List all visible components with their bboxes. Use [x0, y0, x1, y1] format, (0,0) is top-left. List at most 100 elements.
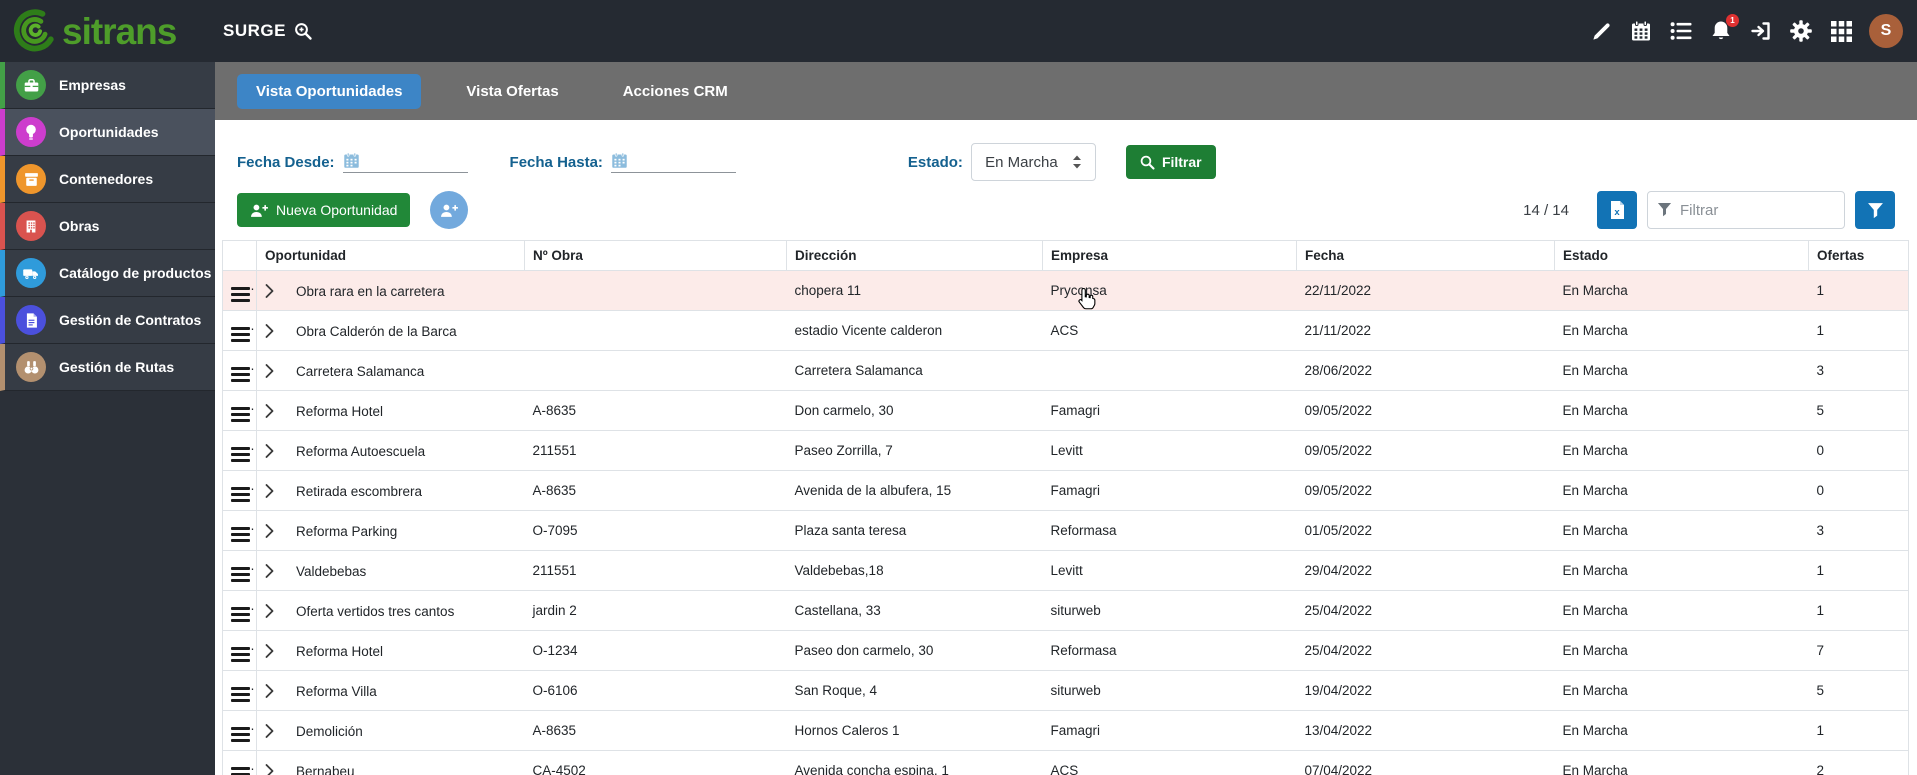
column-header-ofertas[interactable]: Ofertas — [1808, 240, 1909, 271]
sidebar-item-gestion-de-contratos[interactable]: Gestión de Contratos — [0, 297, 215, 344]
sign-in-icon[interactable] — [1749, 19, 1773, 43]
cell-oportunidad: Demolición — [256, 710, 525, 751]
expand-row-icon[interactable] — [265, 724, 274, 738]
expand-row-icon[interactable] — [265, 764, 274, 775]
row-menu-icon[interactable] — [231, 526, 250, 543]
row-menu-icon[interactable] — [231, 646, 250, 663]
export-excel-button[interactable]: x — [1597, 191, 1637, 229]
fecha-desde-field[interactable] — [342, 152, 468, 173]
row-menu-icon[interactable] — [231, 446, 250, 463]
apply-filter-button[interactable] — [1855, 191, 1895, 229]
nueva-oportunidad-button[interactable]: Nueva Oportunidad — [237, 193, 411, 227]
column-header-controls — [222, 240, 257, 271]
expand-row-icon[interactable] — [265, 444, 274, 458]
add-contact-button[interactable] — [430, 191, 469, 229]
expand-row-icon[interactable] — [265, 484, 274, 498]
row-controls-cell — [222, 590, 257, 631]
expand-row-icon[interactable] — [265, 564, 274, 578]
apps-grid-icon[interactable] — [1829, 19, 1853, 43]
cell-ofertas: 5 — [1808, 390, 1909, 431]
edit-icon[interactable] — [1589, 19, 1613, 43]
expand-row-icon[interactable] — [265, 524, 274, 538]
expand-row-icon[interactable] — [265, 604, 274, 618]
row-menu-icon[interactable] — [231, 566, 250, 583]
calendar-icon[interactable] — [1629, 19, 1653, 43]
avatar[interactable]: S — [1869, 14, 1903, 48]
table-row[interactable]: Obra rara en la carretera chopera 11 Pryco… — [222, 270, 1909, 311]
sidebar-item-obras[interactable]: Obras — [0, 203, 215, 250]
calendar-icon[interactable] — [343, 152, 360, 169]
cell-estado: En Marcha — [1554, 470, 1809, 511]
cell-oportunidad: Reforma Parking — [256, 510, 525, 551]
tab-vista-oportunidades[interactable]: Vista Oportunidades — [237, 73, 422, 109]
table-filter-input[interactable] — [1647, 191, 1845, 229]
cell-empresa: Reformasa — [1042, 630, 1297, 671]
row-menu-icon[interactable] — [231, 686, 250, 703]
sidebar-item-gestion-de-rutas[interactable]: Gestión de Rutas — [0, 344, 215, 391]
fecha-hasta-input[interactable] — [633, 152, 724, 168]
table-row[interactable]: Reforma Hotel A-8635 Don carmelo, 30 Famagr… — [222, 390, 1909, 431]
filtrar-button[interactable]: Filtrar — [1125, 145, 1216, 179]
row-menu-icon[interactable] — [231, 326, 250, 343]
cell-oportunidad: Reforma Hotel — [256, 630, 525, 671]
column-header-estado[interactable]: Estado — [1554, 240, 1809, 271]
cell-ofertas: 1 — [1808, 590, 1909, 631]
list-icon[interactable] — [1669, 19, 1693, 43]
sidebar-item-label: Contenedores — [59, 171, 154, 187]
row-menu-icon[interactable] — [231, 366, 250, 383]
calendar-icon[interactable] — [611, 152, 628, 169]
expand-row-icon[interactable] — [265, 284, 274, 298]
sidebar-item-oportunidades[interactable]: Oportunidades — [0, 109, 215, 156]
expand-row-icon[interactable] — [265, 644, 274, 658]
sitrans-swoosh-icon — [13, 9, 54, 52]
expand-row-icon[interactable] — [265, 324, 274, 338]
table-row[interactable]: Reforma Autoescuela 211551 Paseo Zorrilla,… — [222, 430, 1909, 471]
fecha-hasta-label: Fecha Hasta: — [509, 153, 603, 171]
expand-row-icon[interactable] — [265, 404, 274, 418]
row-menu-icon[interactable] — [231, 726, 250, 743]
table-row[interactable]: Reforma Villa O-6106 San Roque, 4 siturweb 1… — [222, 670, 1909, 711]
expand-row-icon[interactable] — [265, 364, 274, 378]
sidebar-item-catalogo-de-productos[interactable]: Catálogo de productos — [0, 250, 215, 297]
column-header-fecha[interactable]: Fecha — [1296, 240, 1555, 271]
estado-select[interactable]: En Marcha — [970, 143, 1096, 181]
brand-logo[interactable]: sitrans — [0, 9, 215, 53]
table-row[interactable]: Reforma Parking O-7095 Plaza santa teresa R… — [222, 510, 1909, 551]
table-row[interactable]: Carretera Salamanca Carretera Salamanca 28… — [222, 350, 1909, 391]
table-row[interactable]: Obra Calderón de la Barca estadio Vicente… — [222, 310, 1909, 351]
bell-icon[interactable]: 1 — [1709, 14, 1739, 43]
row-menu-icon[interactable] — [231, 766, 250, 775]
sidebar-item-empresas[interactable]: Empresas — [0, 62, 215, 109]
oportunidad-value: Reforma Autoescuela — [296, 443, 426, 459]
sidebar-item-contenedores[interactable]: Contenedores — [0, 156, 215, 203]
row-menu-icon[interactable] — [231, 606, 250, 623]
oportunidad-value: Retirada escombrera — [296, 483, 423, 499]
table-row[interactable]: Demolición A-8635 Hornos Caleros 1 Famagri 1… — [222, 710, 1909, 751]
cell-estado: En Marcha — [1554, 310, 1809, 351]
cell-fecha: 13/04/2022 — [1296, 710, 1555, 751]
column-header-empresa[interactable]: Empresa — [1042, 240, 1297, 271]
fecha-desde-input[interactable] — [365, 152, 456, 168]
sidebar-item-label: Oportunidades — [59, 124, 159, 140]
tab-vista-ofertas[interactable]: Vista Ofertas — [466, 82, 559, 100]
updown-arrows-icon — [1072, 155, 1081, 169]
row-menu-icon[interactable] — [231, 486, 250, 503]
column-header-direccion[interactable]: Dirección — [786, 240, 1043, 271]
cell-estado: En Marcha — [1554, 510, 1809, 551]
row-menu-icon[interactable] — [231, 286, 250, 303]
zoom-in-icon[interactable] — [294, 22, 313, 41]
column-header-obra[interactable]: Nº Obra — [524, 240, 787, 271]
table-row[interactable]: Oferta vertidos tres cantos jardin 2 Caste… — [222, 590, 1909, 631]
table-row[interactable]: Valdebebas 211551 Valdebebas,18 Levitt 29/04… — [222, 550, 1909, 591]
gear-icon[interactable] — [1789, 19, 1813, 43]
table-row[interactable]: Reforma Hotel O-1234 Paseo don carmelo, 30… — [222, 630, 1909, 671]
table-row[interactable]: Retirada escombrera A-8635 Avenida de la a… — [222, 470, 1909, 511]
fecha-hasta-field[interactable] — [610, 152, 736, 173]
column-header-oportunidad[interactable]: Oportunidad — [256, 240, 525, 271]
tab-acciones-crm[interactable]: Acciones CRM — [622, 82, 728, 100]
expand-row-icon[interactable] — [265, 684, 274, 698]
row-menu-icon[interactable] — [231, 406, 250, 423]
cell-oportunidad: Valdebebas — [256, 550, 525, 591]
row-controls-cell — [222, 310, 257, 351]
